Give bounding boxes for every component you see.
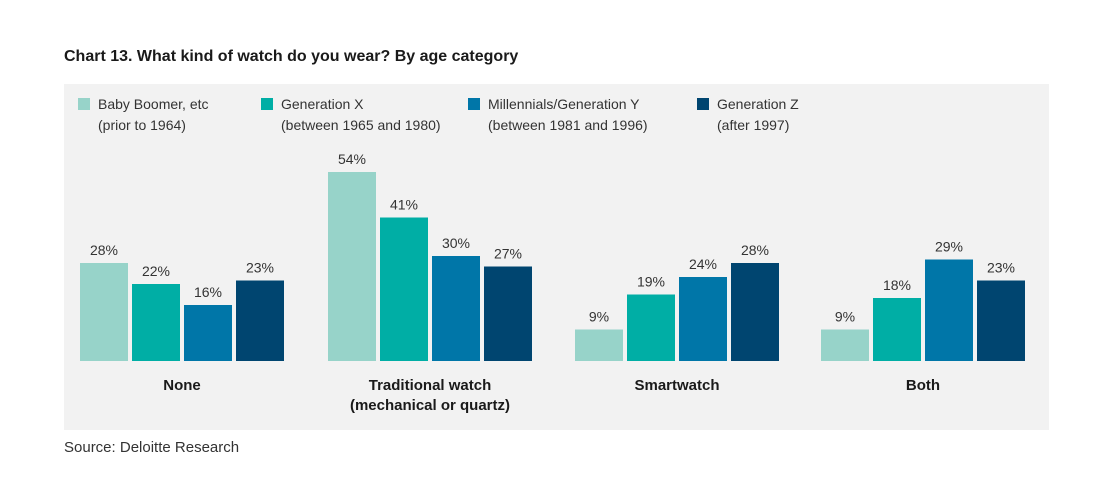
legend-label: Baby Boomer, etc xyxy=(98,96,209,112)
data-label: 16% xyxy=(194,284,222,300)
legend-label: (between 1981 and 1996) xyxy=(488,117,648,133)
data-label: 28% xyxy=(90,242,118,258)
data-label: 30% xyxy=(442,235,470,251)
bar xyxy=(484,266,532,361)
data-label: 41% xyxy=(390,197,418,213)
bar xyxy=(328,172,376,361)
legend-swatch xyxy=(261,98,273,110)
data-label: 28% xyxy=(741,242,769,258)
bar xyxy=(731,263,779,361)
bar xyxy=(380,217,428,361)
data-label: 54% xyxy=(338,151,366,167)
data-label: 29% xyxy=(935,239,963,255)
bar xyxy=(977,280,1025,361)
legend-label: Millennials/Generation Y xyxy=(488,96,640,112)
bar xyxy=(132,284,180,361)
bar xyxy=(575,329,623,361)
legend-swatch xyxy=(78,98,90,110)
bar xyxy=(432,256,480,361)
category-label: Traditional watch xyxy=(369,377,492,394)
bar xyxy=(236,280,284,361)
data-label: 22% xyxy=(142,263,170,279)
data-label: 27% xyxy=(494,246,522,262)
bar xyxy=(873,298,921,361)
bar-chart: Baby Boomer, etc (prior to 1964) Generatio… xyxy=(78,96,1025,414)
legend-swatch xyxy=(697,98,709,110)
bar xyxy=(821,329,869,361)
bar xyxy=(627,294,675,361)
data-label: 19% xyxy=(637,274,665,290)
legend-label: Generation X xyxy=(281,96,364,112)
legend-label: (after 1997) xyxy=(717,117,789,133)
data-label: 23% xyxy=(987,260,1015,276)
data-label: 18% xyxy=(883,277,911,293)
data-label: 9% xyxy=(835,309,855,325)
legend-label: (between 1965 and 1980) xyxy=(281,117,441,133)
chart-panel: Baby Boomer, etc (prior to 1964) Generatio… xyxy=(64,84,1049,430)
bar xyxy=(80,263,128,361)
legend-swatch xyxy=(468,98,480,110)
category-label: Both xyxy=(906,377,940,394)
data-label: 24% xyxy=(689,256,717,272)
legend-label: Generation Z xyxy=(717,96,799,112)
source-note: Source: Deloitte Research xyxy=(64,439,240,456)
category-label: None xyxy=(163,377,201,394)
chart-title: Chart 13. What kind of watch do you wear… xyxy=(64,48,519,65)
category-label: Smartwatch xyxy=(634,377,719,394)
data-label: 23% xyxy=(246,260,274,276)
bar xyxy=(184,305,232,361)
bar xyxy=(925,259,973,361)
legend-label: (prior to 1964) xyxy=(98,117,186,133)
category-label: (mechanical or quartz) xyxy=(350,397,510,414)
bar xyxy=(679,277,727,361)
data-label: 9% xyxy=(589,309,609,325)
